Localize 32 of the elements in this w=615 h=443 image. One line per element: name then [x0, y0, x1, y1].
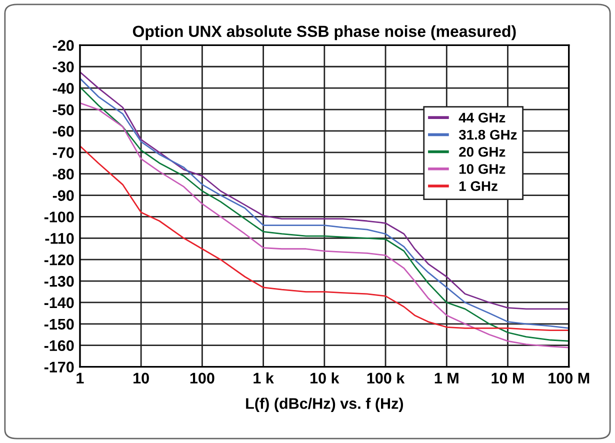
x-tick-label: 1 k — [254, 372, 274, 384]
y-tick-label: -90 — [52, 190, 74, 201]
y-tick-label: -110 — [45, 233, 74, 244]
y-tick-label: -140 — [44, 297, 74, 308]
y-tick-label: -60 — [52, 126, 74, 137]
x-tick-label: 100 M — [548, 372, 590, 384]
legend-label: 20 GHz — [459, 146, 506, 157]
y-tick-label: -160 — [44, 340, 74, 352]
y-tick-label: -30 — [52, 61, 74, 72]
x-axis-title: L(f) (dBc/Hz) vs. f (Hz) — [246, 398, 404, 412]
x-tick-label: 1 — [76, 372, 84, 384]
x-tick-label: 100 k — [367, 372, 405, 384]
y-tick-label: -130 — [44, 276, 74, 287]
legend-label: 10 GHz — [459, 164, 506, 174]
legend-label: 1 GHz — [459, 181, 498, 192]
y-tick-label: -40 — [52, 82, 74, 94]
chart-title: Option UNX absolute SSB phase noise (measured) — [132, 25, 516, 40]
y-tick-label: -100 — [44, 212, 74, 222]
legend-label: 31.8 GHz — [458, 130, 517, 140]
y-tick-label: -150 — [44, 318, 74, 330]
x-tick-label: 10 k — [310, 372, 340, 384]
x-tick-label: 10 M — [492, 372, 524, 384]
y-tick-label: -120 — [44, 254, 74, 266]
x-tick-label: 10 — [134, 372, 149, 384]
y-tick-label: -80 — [52, 168, 74, 180]
y-tick-label: -50 — [52, 104, 74, 116]
x-tick-label: 100 — [190, 372, 214, 384]
y-tick-label: -20 — [52, 40, 74, 51]
x-tick-label: 1 M — [434, 372, 458, 384]
legend-label: 44 GHz — [458, 112, 506, 123]
y-tick-label: -170 — [44, 362, 74, 372]
y-tick-label: -70 — [52, 147, 74, 158]
